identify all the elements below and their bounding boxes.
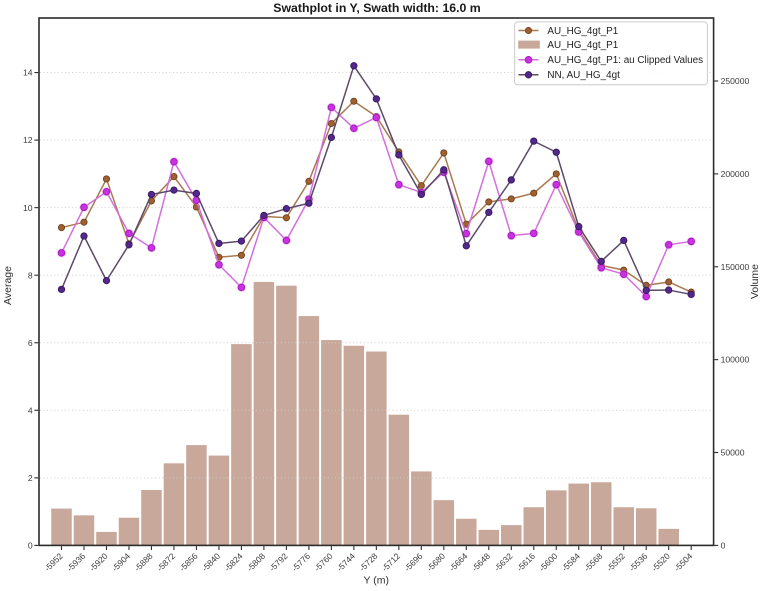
svg-text:AU_HG_4gt_P1: AU_HG_4gt_P1 xyxy=(547,26,618,37)
svg-text:Volume: Volume xyxy=(749,264,761,299)
svg-text:150000: 150000 xyxy=(721,262,750,272)
svg-text:10: 10 xyxy=(23,203,33,213)
svg-text:6: 6 xyxy=(28,338,33,348)
svg-text:NN, AU_HG_4gt: NN, AU_HG_4gt xyxy=(547,70,620,81)
svg-text:8: 8 xyxy=(28,270,33,280)
svg-text:2: 2 xyxy=(28,473,33,483)
svg-text:12: 12 xyxy=(23,135,33,145)
svg-text:AU_HG_4gt_P1: au Clipped Value: AU_HG_4gt_P1: au Clipped Values xyxy=(547,55,703,66)
svg-text:0: 0 xyxy=(721,541,726,551)
svg-text:250000: 250000 xyxy=(721,76,750,86)
svg-text:200000: 200000 xyxy=(721,169,750,179)
svg-text:Y (m): Y (m) xyxy=(364,575,389,587)
svg-text:0: 0 xyxy=(28,541,33,551)
svg-text:14: 14 xyxy=(23,68,33,78)
svg-text:Average: Average xyxy=(2,266,14,305)
svg-text:Swathplot in Y, Swath width: 1: Swathplot in Y, Swath width: 16.0 m xyxy=(273,1,481,15)
svg-text:AU_HG_4gt_P1: AU_HG_4gt_P1 xyxy=(547,40,618,51)
svg-text:50000: 50000 xyxy=(721,448,745,458)
svg-text:100000: 100000 xyxy=(721,355,750,365)
svg-text:4: 4 xyxy=(28,405,33,415)
